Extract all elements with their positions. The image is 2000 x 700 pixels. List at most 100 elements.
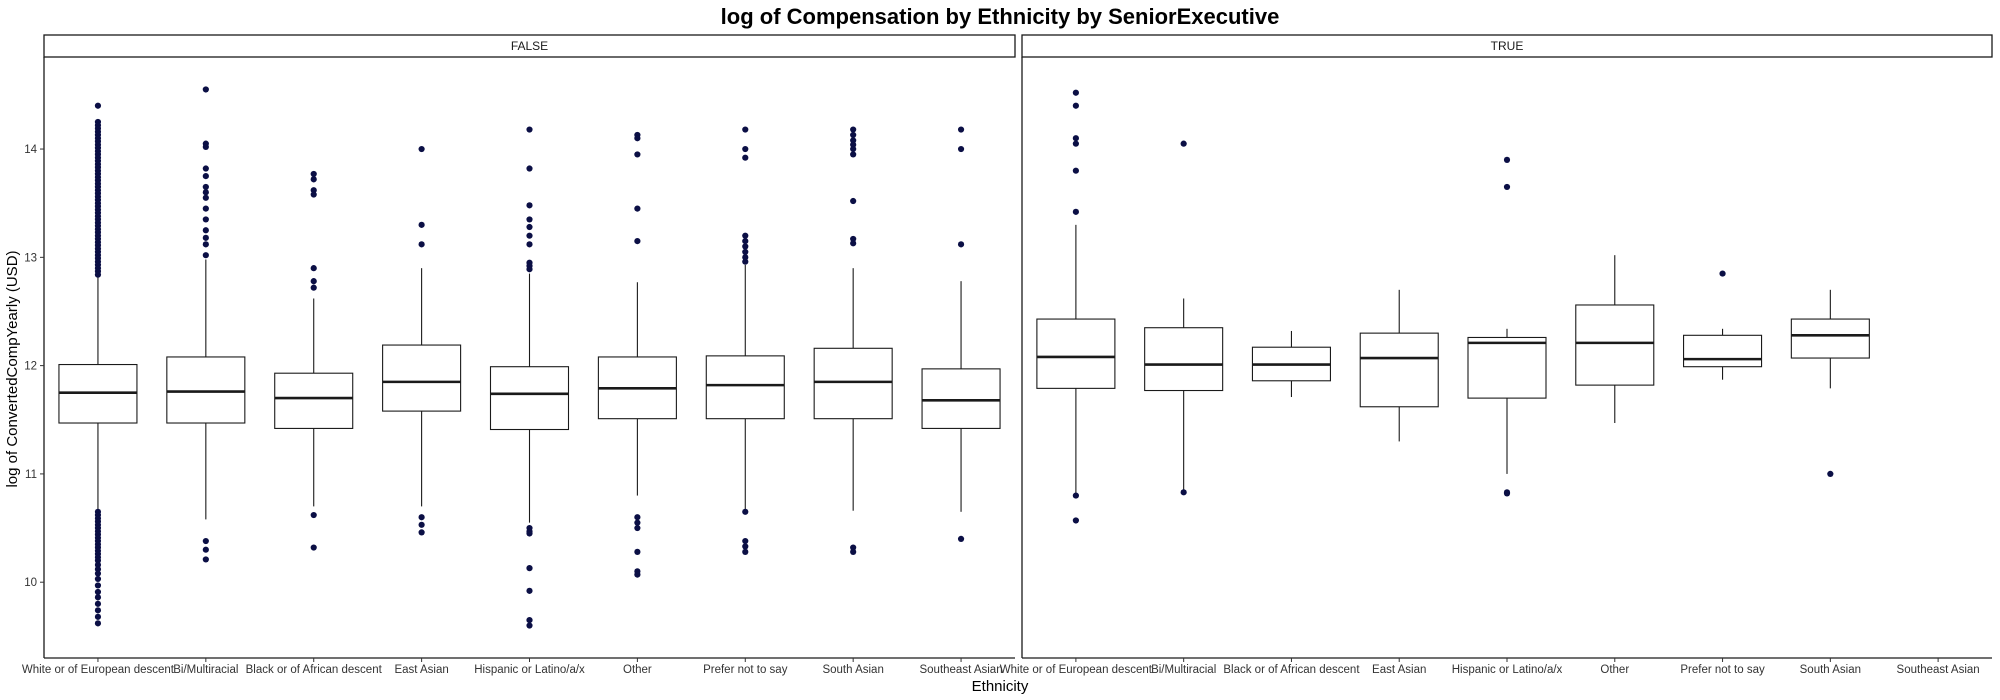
outlier-point — [1072, 135, 1079, 142]
box-0 — [1036, 89, 1116, 524]
outlier-point — [850, 544, 857, 551]
outlier-point — [94, 102, 102, 109]
outlier-point — [310, 176, 317, 183]
box-5 — [597, 131, 677, 578]
box-iqr — [921, 368, 1001, 429]
facet-strip — [1021, 34, 1993, 58]
outlier-point — [94, 582, 102, 589]
outlier-point — [202, 234, 209, 241]
outlier-point — [202, 189, 209, 196]
box-3 — [1359, 289, 1439, 442]
box-iqr — [1790, 318, 1870, 359]
box-3 — [382, 145, 462, 536]
box-2 — [1251, 330, 1331, 398]
outlier-point — [418, 529, 425, 536]
y-tick-label: 10 — [24, 577, 37, 589]
box-iqr — [705, 355, 785, 420]
x-tick-label: Hispanic or Latino/a/x — [474, 664, 585, 676]
box-iqr — [382, 344, 462, 412]
facet-strip-label: TRUE — [1491, 39, 1524, 53]
outlier-point — [310, 170, 317, 178]
facet-strip — [43, 34, 1016, 58]
outlier-point — [94, 607, 102, 614]
outlier-point — [742, 154, 749, 161]
outlier-point — [957, 535, 965, 542]
outlier-point — [310, 191, 317, 198]
box-iqr — [1144, 327, 1224, 392]
facet-strip-label: FALSE — [511, 39, 548, 53]
outlier-point — [957, 145, 965, 153]
x-tick-label: Black or of African descent — [246, 664, 383, 676]
x-tick-label: Black or of African descent — [1223, 664, 1360, 676]
outlier-point — [526, 216, 533, 223]
outlier-point — [202, 194, 209, 201]
outlier-point — [742, 258, 749, 265]
outlier-point — [94, 566, 102, 573]
box-2 — [274, 170, 354, 551]
chart-title: log of Compensation by Ethnicity by Seni… — [721, 4, 1280, 29]
outlier-point — [742, 254, 749, 261]
outlier-point — [634, 548, 641, 555]
x-tick-label: White or of European descent — [1000, 664, 1153, 676]
outlier-point — [1719, 270, 1726, 277]
outlier-point — [634, 135, 641, 142]
box-iqr — [1359, 332, 1439, 408]
outlier-point — [202, 173, 209, 180]
x-tick-label: Bi/Multiracial — [173, 664, 238, 676]
outlier-point — [202, 165, 209, 172]
outlier-point — [850, 197, 857, 205]
outlier-point — [742, 537, 749, 545]
outlier-point — [202, 252, 209, 259]
outlier-point — [418, 521, 425, 528]
outlier-point — [202, 241, 209, 248]
outlier-point — [1072, 102, 1079, 109]
outlier-point — [634, 571, 641, 578]
outlier-point — [94, 588, 102, 596]
box-7 — [1790, 289, 1870, 478]
outlier-point — [1503, 183, 1511, 191]
outlier-point — [850, 126, 857, 133]
outlier-point — [1072, 167, 1079, 174]
outlier-point — [957, 241, 965, 248]
box-iqr — [1683, 334, 1763, 368]
outlier-point — [850, 145, 857, 153]
box-4 — [1467, 156, 1547, 497]
outlier-point — [94, 271, 102, 278]
outlier-point — [418, 145, 425, 153]
outlier-point — [1072, 140, 1079, 147]
outlier-point — [418, 241, 425, 248]
outlier-point — [850, 151, 857, 158]
box-iqr — [274, 372, 354, 429]
y-tick-label: 11 — [25, 469, 37, 481]
box-5 — [1575, 255, 1655, 424]
y-tick-label: 14 — [24, 144, 37, 156]
x-tick-label: Prefer not to say — [1680, 664, 1765, 676]
outlier-point — [850, 235, 857, 243]
outlier-point — [1180, 140, 1187, 147]
outlier-point — [742, 548, 749, 555]
x-tick-label: White or of European descent — [22, 664, 175, 676]
outlier-point — [742, 248, 749, 256]
outlier-point — [310, 544, 317, 551]
outlier-point — [850, 137, 857, 144]
box-7 — [813, 126, 893, 555]
outlier-point — [634, 524, 641, 532]
x-tick-label: Other — [1600, 664, 1629, 676]
outlier-point — [526, 266, 533, 273]
outlier-point — [202, 227, 209, 234]
box-6 — [705, 126, 785, 555]
outlier-point — [94, 613, 102, 620]
outlier-point — [742, 508, 749, 515]
outlier-point — [418, 514, 425, 521]
outlier-point — [634, 519, 641, 526]
y-tick-label: 13 — [24, 252, 37, 264]
outlier-point — [202, 143, 209, 150]
outlier-point — [526, 530, 533, 537]
x-tick-label: South Asian — [1800, 664, 1861, 676]
outlier-point — [742, 232, 749, 239]
outlier-point — [94, 561, 102, 568]
outlier-point — [1072, 89, 1079, 96]
x-tick-label: East Asian — [1372, 664, 1426, 676]
outlier-point — [526, 202, 533, 209]
outlier-point — [1503, 156, 1511, 163]
